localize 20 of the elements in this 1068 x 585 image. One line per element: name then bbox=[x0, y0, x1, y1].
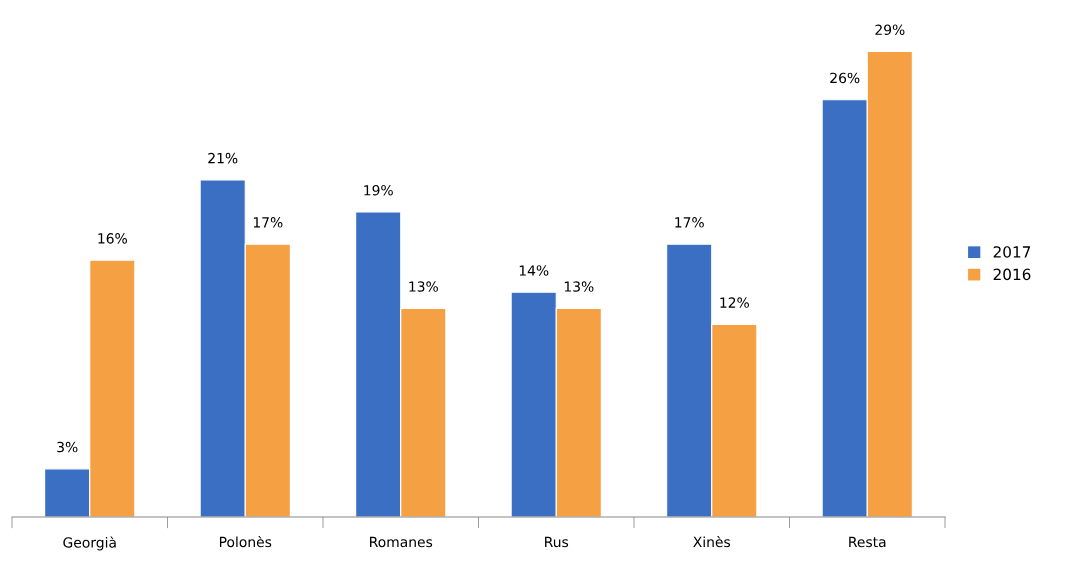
x-tick-label: Xinès bbox=[693, 535, 731, 548]
x-tick-label: Rus bbox=[545, 536, 569, 548]
x-tick-label: Georgià bbox=[63, 536, 116, 551]
data-label: 12% bbox=[720, 297, 749, 308]
data-label: 17% bbox=[253, 217, 283, 228]
data-label: 13% bbox=[564, 281, 594, 292]
legend-label: 2017 bbox=[993, 246, 1031, 258]
data-label: 14% bbox=[519, 265, 549, 276]
x-tick-label: Resta bbox=[849, 536, 886, 548]
data-label: 17% bbox=[675, 217, 704, 228]
data-label: 16% bbox=[98, 233, 127, 244]
data-label: 13% bbox=[409, 281, 438, 292]
data-label: 29% bbox=[875, 24, 905, 35]
data-label: 3% bbox=[57, 441, 78, 453]
legend-label: 2016 bbox=[993, 268, 1031, 281]
x-tick-label: Romanes bbox=[370, 536, 433, 548]
data-label: 26% bbox=[830, 72, 860, 84]
data-label: 21% bbox=[208, 152, 238, 164]
data-label: 19% bbox=[364, 184, 393, 196]
x-tick-label: Polonès bbox=[219, 535, 272, 548]
